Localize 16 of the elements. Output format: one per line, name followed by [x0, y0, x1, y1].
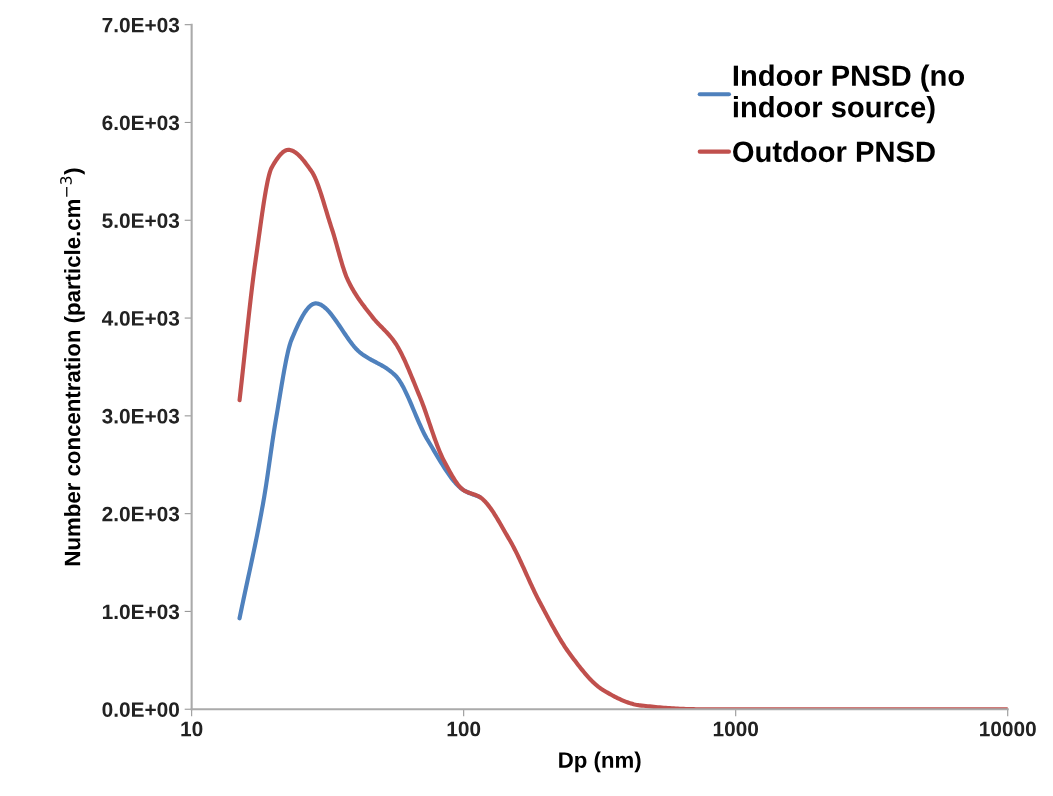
- y-tick-label: 2.0E+03: [102, 506, 180, 522]
- x-axis-title: Dp (nm): [559, 751, 641, 773]
- y-tick-label: 4.0E+03: [101, 311, 180, 326]
- x-tick-label: 100: [447, 721, 481, 737]
- y-tick-label: 1.0E+03: [102, 604, 180, 620]
- y-tick-label: 5.0E+03: [102, 213, 180, 229]
- x-tick-label: 1000: [713, 721, 759, 737]
- y-tick-label: 3.0E+03: [102, 408, 180, 424]
- legend-label: Outdoor PNSD: [733, 140, 935, 163]
- y-axis-title: Number concentration (particle.cm$^{−3}$): [60, 168, 85, 566]
- y-tick-label: 7.0E+03: [102, 17, 180, 33]
- y-tick-label: 0.0E+00: [102, 702, 179, 717]
- y-tick-label: 6.0E+03: [102, 115, 180, 131]
- x-tick-label: 10: [181, 721, 203, 737]
- x-tick-label: 10000: [980, 721, 1036, 737]
- legend-label: Indoor PNSD (no indoor source): [733, 64, 965, 124]
